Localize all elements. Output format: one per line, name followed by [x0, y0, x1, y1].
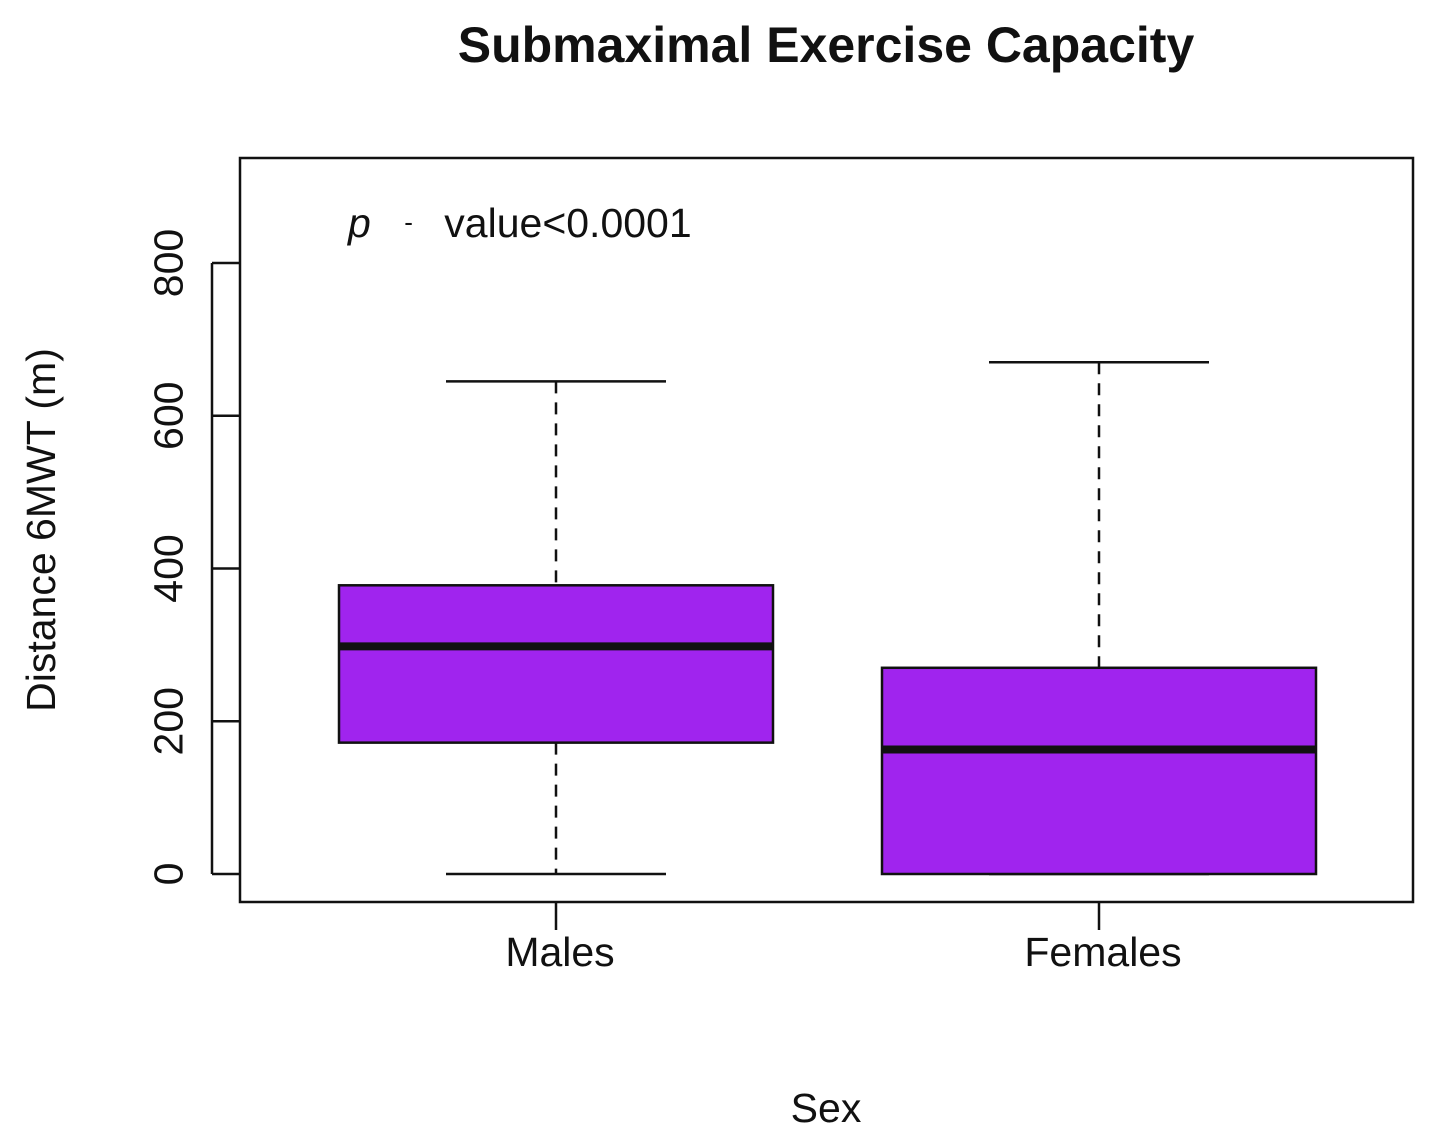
y-tick-label-200: 200 — [145, 687, 191, 755]
y-tick-label-400: 400 — [145, 534, 191, 602]
p-value-text: value<0.0001 — [444, 200, 691, 246]
iqr-box-males — [337, 584, 775, 744]
p-symbol: p — [346, 200, 371, 246]
p-dash: - — [404, 207, 413, 237]
y-axis: 0 200 400 600 800 — [145, 229, 240, 886]
iqr-box-females — [880, 666, 1318, 876]
boxes — [337, 361, 1318, 876]
plot-frame — [238, 156, 1415, 904]
p-value-annotation: p - value<0.0001 — [346, 194, 692, 246]
y-tick-label-0: 0 — [145, 863, 191, 886]
y-tick-label-800: 800 — [145, 229, 191, 297]
x-tick-label-males: Males — [505, 929, 614, 975]
box-females — [880, 361, 1318, 876]
chart-title: Submaximal Exercise Capacity — [458, 17, 1195, 73]
x-axis: Males Females — [505, 902, 1182, 975]
y-tick-label-600: 600 — [145, 382, 191, 450]
x-axis-label: Sex — [791, 1085, 862, 1131]
x-tick-label-females: Females — [1024, 929, 1181, 975]
box-males — [337, 380, 775, 876]
y-axis-label: Distance 6MWT (m) — [18, 348, 64, 712]
